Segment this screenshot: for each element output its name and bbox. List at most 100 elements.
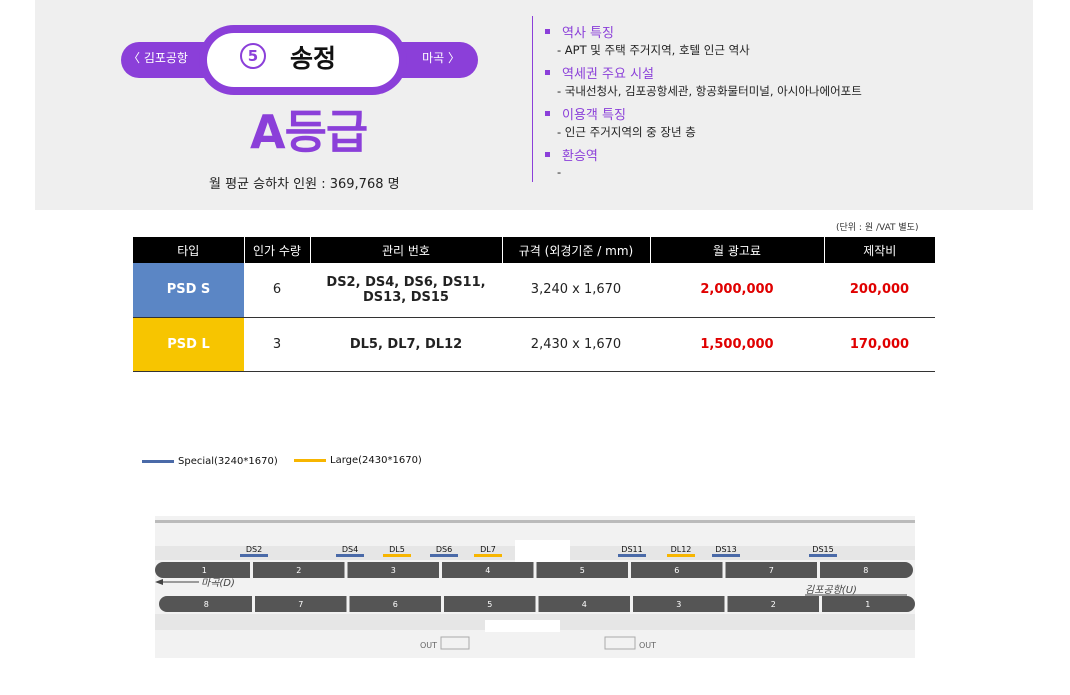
psd-marker-label: DS6 bbox=[436, 545, 452, 554]
unit-note: (단위 : 원 /VAT 별도) bbox=[836, 223, 919, 233]
table-row: PSD L 3 DL5, DL7, DL12 2,430 x 1,670 1,5… bbox=[133, 317, 935, 372]
psd-marker-label: DS15 bbox=[812, 545, 833, 554]
train-bottom: 8 7 6 5 4 3 2 1 bbox=[159, 596, 915, 612]
car-number: 4 bbox=[582, 600, 587, 609]
platform-edge-top bbox=[155, 520, 915, 523]
car-gap bbox=[346, 596, 350, 612]
psd-marker-label: DL7 bbox=[480, 545, 496, 554]
codes-cell: DL5, DL7, DL12 bbox=[310, 317, 502, 372]
psd-marker-dl7 bbox=[474, 554, 502, 557]
psd-marker-dl12 bbox=[667, 554, 695, 557]
feature-desc: - APT 및 주택 주거지역, 호텔 인근 역사 bbox=[557, 43, 750, 57]
car-gap bbox=[819, 596, 822, 612]
col-header-codes: 관리 번호 bbox=[310, 237, 503, 263]
psd-marker-dl5 bbox=[383, 554, 411, 557]
feature-title: 이용객 특징 bbox=[562, 108, 626, 123]
legend-large-label: Large(2430*1670) bbox=[330, 455, 422, 466]
car-number: 2 bbox=[771, 600, 776, 609]
car-number: 1 bbox=[865, 600, 870, 609]
legend-large: Large(2430*1670) bbox=[294, 455, 422, 466]
feature-item: 역세권 주요 시설 - 국내선청사, 김포공항세관, 항공화물터미널, 아시아나… bbox=[545, 63, 862, 99]
col-header-size: 규격 (외경기준 / mm) bbox=[502, 237, 651, 263]
exit-stairs-icon bbox=[604, 636, 636, 650]
feature-title: 환승역 bbox=[562, 149, 598, 164]
car-gap bbox=[628, 562, 631, 578]
feature-desc: - bbox=[557, 165, 562, 179]
legend-special: Special(3240*1670) bbox=[142, 456, 278, 467]
exit-stairs-icon bbox=[440, 636, 470, 650]
car-number: 2 bbox=[296, 566, 301, 575]
station-name: 송정 bbox=[290, 44, 337, 73]
car-gap bbox=[722, 562, 726, 578]
station-info-panel bbox=[35, 0, 1033, 210]
psd-marker-ds6 bbox=[430, 554, 458, 557]
car-number: 8 bbox=[204, 600, 209, 609]
car-number: 6 bbox=[674, 566, 679, 575]
car-gap bbox=[344, 562, 348, 578]
car-number: 8 bbox=[863, 566, 868, 575]
platform-background bbox=[155, 516, 915, 658]
car-number: 6 bbox=[393, 600, 398, 609]
codes-cell: DS2, DS4, DS6, DS11, DS13, DS15 bbox=[310, 263, 502, 318]
bullet-icon bbox=[545, 152, 550, 157]
bullet-icon bbox=[545, 70, 550, 75]
car-number: 5 bbox=[487, 600, 492, 609]
psd-marker-label: DL5 bbox=[389, 545, 405, 554]
type-cell: PSD S bbox=[133, 263, 244, 318]
car-gap bbox=[439, 562, 442, 578]
bullet-icon bbox=[545, 111, 550, 116]
cost-cell: 200,000 bbox=[824, 263, 935, 318]
car-number: 1 bbox=[202, 566, 207, 575]
ridership-label: 월 평균 승하차 인원 : bbox=[209, 177, 326, 192]
ridership-value: 369,768 명 bbox=[329, 177, 400, 192]
car-number: 7 bbox=[298, 600, 303, 609]
psd-marker-ds4 bbox=[336, 554, 364, 557]
train-top: 1 2 3 4 5 6 7 8 bbox=[155, 562, 913, 578]
car-gap bbox=[817, 562, 820, 578]
cost-cell: 170,000 bbox=[824, 317, 935, 372]
legend-large-swatch bbox=[294, 459, 326, 462]
table-row: PSD S 6 DS2, DS4, DS6, DS11, DS13, DS15 … bbox=[133, 263, 935, 318]
legend-special-label: Special(3240*1670) bbox=[178, 456, 278, 467]
codes-line: DS13, DS15 bbox=[363, 289, 449, 305]
dir-label-left: 마곡(D) bbox=[201, 577, 235, 589]
car-gap bbox=[252, 596, 255, 612]
psd-marker-label: DS13 bbox=[715, 545, 736, 554]
prev-station-label: 〈 김포공항 bbox=[128, 51, 188, 65]
feature-title: 역세권 주요 시설 bbox=[562, 67, 654, 82]
ad-spec-table: 타입 인가 수량 관리 번호 규격 (외경기준 / mm) 월 광고료 제작비 … bbox=[133, 237, 935, 372]
codes-line: DS2, DS4, DS6, DS11, bbox=[326, 274, 486, 290]
size-cell: 3,240 x 1,670 bbox=[502, 263, 650, 318]
car-number: 4 bbox=[485, 566, 490, 575]
car-number: 7 bbox=[769, 566, 774, 575]
psd-marker-ds15 bbox=[809, 554, 837, 557]
car-gap bbox=[535, 596, 539, 612]
fee-cell: 2,000,000 bbox=[650, 263, 824, 318]
qty-cell: 3 bbox=[244, 317, 310, 372]
station-number-badge: 5 bbox=[240, 43, 266, 69]
dir-label-right: 김포공항(U) bbox=[805, 584, 857, 596]
feature-item: 환승역 - bbox=[545, 145, 598, 179]
feature-item: 이용객 특징 - 인근 주거지역의 중 장년 층 bbox=[545, 104, 696, 140]
qty-cell: 6 bbox=[244, 263, 310, 318]
col-header-fee: 월 광고료 bbox=[650, 237, 825, 263]
exit-label: OUT bbox=[639, 641, 656, 650]
col-header-cost: 제작비 bbox=[824, 237, 935, 263]
exit-left: OUT bbox=[420, 636, 470, 650]
fee-cell: 1,500,000 bbox=[650, 317, 824, 372]
pillar-block-bottom bbox=[485, 620, 560, 632]
car-gap bbox=[250, 562, 253, 578]
car-gap bbox=[724, 596, 728, 612]
psd-marker-ds2 bbox=[240, 554, 268, 557]
psd-marker-label: DS2 bbox=[246, 545, 262, 554]
pillar-block bbox=[515, 540, 570, 564]
psd-markers: DS2 DS4 DL5 DS6 DL7 DS11 DL12 DS13 DS15 bbox=[240, 545, 837, 557]
bullet-icon bbox=[545, 29, 550, 34]
dir-arrow-left-icon bbox=[155, 579, 163, 585]
next-station-label: 마곡 〉 bbox=[422, 51, 460, 65]
car-gap bbox=[533, 562, 537, 578]
feature-title: 역사 특징 bbox=[562, 26, 614, 41]
station-pill: 〈 김포공항 마곡 〉 5 송정 bbox=[121, 25, 478, 95]
psd-marker-label: DS4 bbox=[342, 545, 358, 554]
